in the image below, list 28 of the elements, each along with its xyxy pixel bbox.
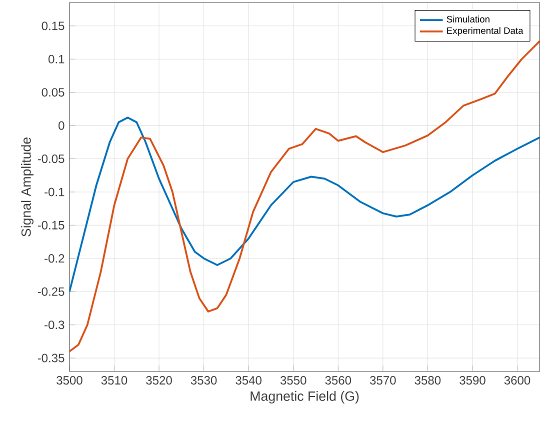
y-tick-label: -0.1 bbox=[44, 188, 64, 196]
y-tick-label: -0.35 bbox=[38, 354, 64, 362]
y-axis-title: Signal Amplitude bbox=[21, 137, 34, 236]
x-tick-label: 3500 bbox=[56, 376, 82, 384]
y-tick-label: 0.15 bbox=[42, 21, 64, 30]
x-tick-label: 3520 bbox=[146, 376, 172, 384]
legend-label: Simulation bbox=[446, 15, 490, 22]
x-tick-label: 3530 bbox=[190, 376, 217, 384]
line-series bbox=[69, 116, 540, 292]
x-tick-label: 3570 bbox=[370, 376, 396, 384]
x-axis-title: Magnetic Field (G) bbox=[250, 390, 359, 404]
legend-label: Experimental Data bbox=[447, 26, 524, 36]
x-tick-label: 3510 bbox=[101, 376, 128, 384]
y-tick-label: 0.1 bbox=[48, 54, 64, 64]
x-tick-label: 3560 bbox=[325, 376, 352, 384]
y-tick-label: -0.15 bbox=[38, 220, 64, 230]
y-tick-label: -0.05 bbox=[38, 154, 64, 163]
y-tick-label: -0.2 bbox=[44, 254, 64, 262]
x-tick-label: 3590 bbox=[460, 376, 486, 384]
line-series bbox=[69, 40, 540, 352]
x-tick-label: 3580 bbox=[414, 376, 441, 384]
x-tick-label: 3600 bbox=[504, 376, 530, 384]
y-tick-label: -0.25 bbox=[38, 287, 64, 296]
x-tick-label: 3540 bbox=[236, 376, 262, 384]
y-tick-label: -0.3 bbox=[44, 320, 64, 329]
y-tick-label: 0 bbox=[58, 121, 64, 130]
y-tick-label: 0.05 bbox=[42, 88, 64, 96]
x-tick-label: 3550 bbox=[280, 376, 306, 384]
